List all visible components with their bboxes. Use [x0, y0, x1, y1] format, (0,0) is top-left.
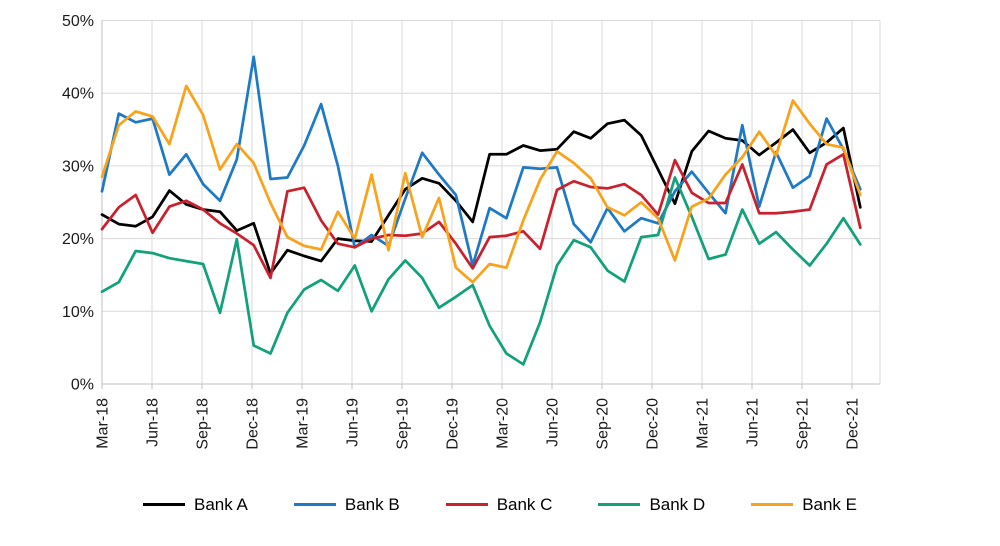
legend-label: Bank B	[344, 495, 400, 514]
legend-line-swatch	[598, 503, 641, 506]
legend-item-bank-b: Bank B	[293, 495, 400, 514]
series-line-bank-c	[100, 152, 862, 280]
x-tick-label: Jun-20	[545, 398, 562, 447]
x-tick-label: Mar-18	[95, 398, 112, 449]
line-chart-canvas: 0% 10% 20% 30% 40% 50% Mar-18 Jun-18 Sep-18 Dec-1…	[62, 13, 881, 450]
x-tick-label: Mar-19	[295, 398, 312, 449]
y-tick-label: 30%	[62, 158, 94, 175]
x-tick-label: Jun-19	[345, 398, 362, 447]
legend-line-swatch	[143, 503, 185, 506]
legend-item-bank-e: Bank E	[751, 496, 857, 513]
series-line-bank-b	[100, 55, 862, 267]
y-tick-label: 10%	[62, 304, 94, 321]
legend-line-swatch	[445, 503, 488, 506]
x-tick-label: Sep-18	[195, 398, 212, 450]
y-tick-label: 50%	[62, 13, 94, 30]
x-tick-label: Jun-18	[145, 398, 162, 447]
x-tick-label: Jun-21	[745, 398, 762, 447]
legend-label: Bank A	[194, 495, 248, 514]
x-tick-label: Dec-20	[645, 398, 662, 450]
y-tick-label: 0%	[71, 377, 94, 394]
legend-line-swatch	[293, 503, 336, 506]
legend-item-bank-c: Bank C	[445, 495, 553, 514]
legend-label: Bank C	[496, 495, 553, 514]
x-tick-label: Sep-21	[795, 398, 812, 450]
chart-legend: Bank A Bank B Bank C Bank D Bank E	[0, 496, 1000, 513]
legend-label: Bank E	[802, 495, 857, 514]
y-tick-label: 20%	[62, 231, 94, 248]
x-tick-label: Sep-19	[395, 398, 412, 450]
legend-line-swatch	[751, 503, 794, 506]
y-tick-label: 40%	[62, 86, 94, 103]
x-tick-label: Sep-20	[595, 398, 612, 450]
x-tick-label: Dec-19	[445, 398, 462, 450]
legend-label: Bank D	[649, 495, 706, 514]
x-tick-label: Mar-20	[495, 398, 512, 449]
x-tick-label: Dec-18	[245, 398, 262, 450]
x-tick-label: Dec-21	[845, 398, 862, 450]
x-tick-label: Mar-21	[695, 398, 712, 449]
legend-item-bank-d: Bank D	[598, 496, 705, 513]
series-line-bank-a	[100, 118, 862, 275]
series-line-bank-e	[100, 84, 862, 284]
series-line-bank-d	[100, 176, 862, 366]
legend-item-bank-a: Bank A	[143, 496, 248, 513]
